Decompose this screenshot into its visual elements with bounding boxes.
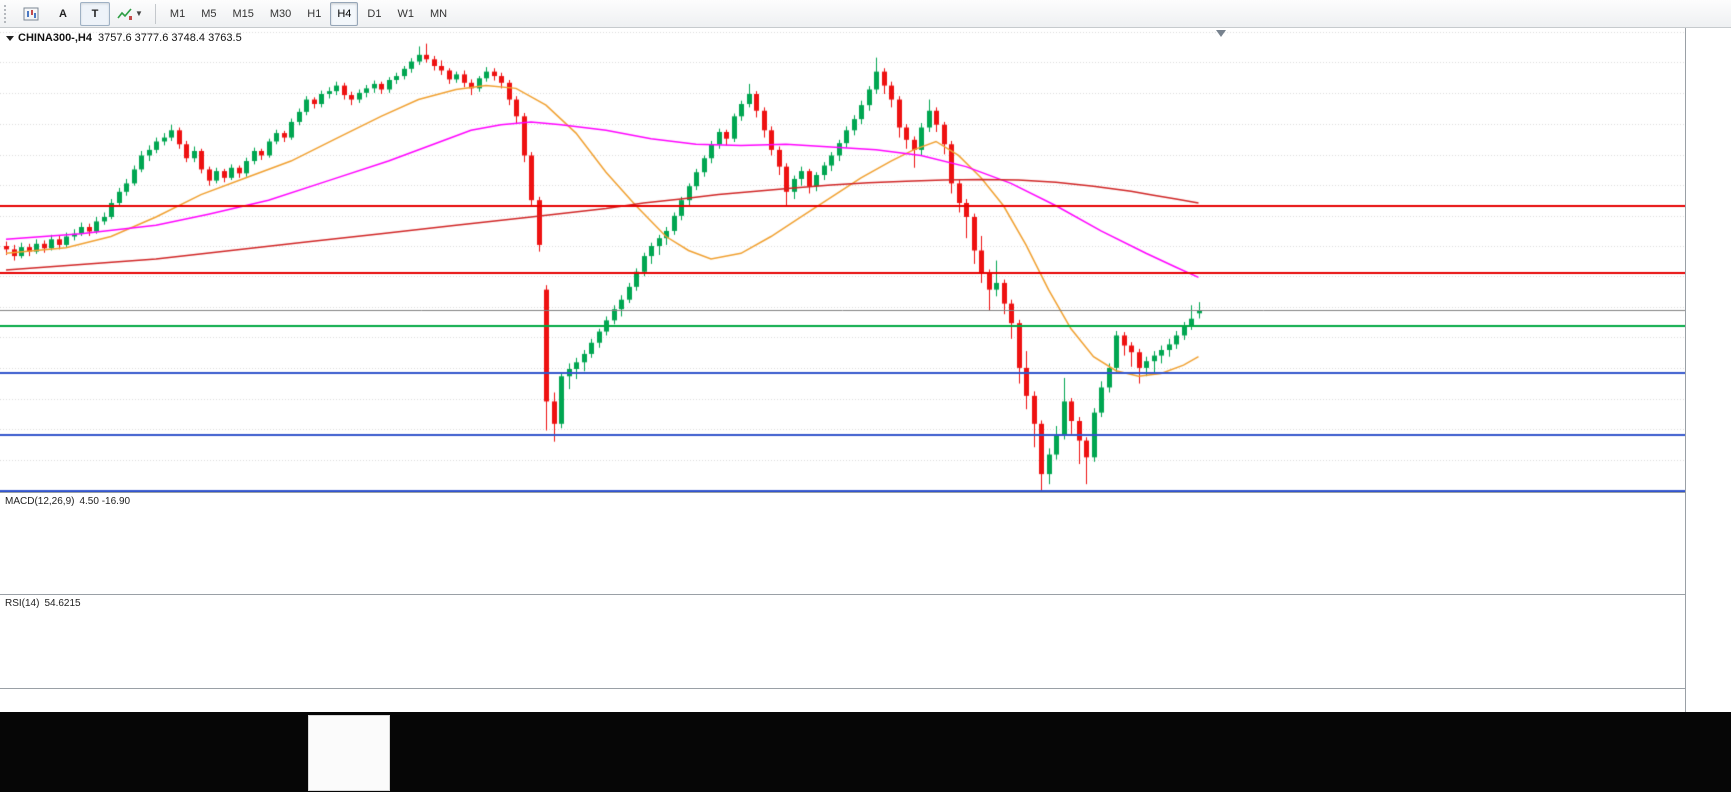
indicators-button[interactable]: ▼ <box>112 2 148 26</box>
macd-title: MACD(12,26,9) <box>5 496 75 507</box>
toolbar-drag-handle[interactable] <box>4 4 10 23</box>
cursor-a-button[interactable]: A <box>59 7 67 20</box>
indicators-icon <box>117 7 133 21</box>
timeframe-button-m30[interactable]: M30 <box>269 7 292 20</box>
chart-region: CHINA300-,H4 3757.6 3777.6 3748.4 3763.5… <box>0 28 1731 712</box>
chart-title-line: CHINA300-,H4 3757.6 3777.6 3748.4 3763.5 <box>6 32 242 44</box>
macd-label-line: MACD(12,26,9) 4.50 -16.90 <box>5 496 135 507</box>
rsi-title: RSI(14) <box>5 598 40 609</box>
right-shift-marker-icon[interactable] <box>1216 30 1226 37</box>
chevron-down-icon: ▼ <box>135 9 143 18</box>
macd-values: 4.50 -16.90 <box>79 496 131 507</box>
panel-splitter-macd[interactable] <box>0 492 1731 493</box>
rsi-value: 54.6215 <box>44 598 81 609</box>
timeframe-button-m1[interactable]: M1 <box>169 7 186 20</box>
price-axis-border <box>1685 28 1686 712</box>
timeframe-button-d1[interactable]: D1 <box>367 7 382 20</box>
toolbar-divider <box>154 3 156 24</box>
timeframe-button-w1[interactable]: W1 <box>397 7 414 20</box>
time-axis[interactable] <box>0 689 1685 712</box>
macd-indicator-canvas[interactable] <box>0 493 1685 594</box>
taskbar-white-panel[interactable] <box>308 715 390 791</box>
ohlc-values: 3757.6 3777.6 3748.4 3763.5 <box>97 32 242 44</box>
text-tool-button[interactable]: T <box>80 1 110 26</box>
panel-splitter-timeaxis <box>0 688 1731 689</box>
timeframe-button-h4[interactable]: H4 <box>330 1 359 26</box>
timeframe-button-m5[interactable]: M5 <box>201 7 217 20</box>
price-chart-canvas[interactable] <box>0 28 1685 492</box>
panel-splitter-rsi[interactable] <box>0 594 1731 595</box>
toolbar: A T ▼ M1 M5 M15 M30 H1 H4 D1 W1 MN <box>0 0 1731 28</box>
timeframe-button-h1[interactable]: H1 <box>307 7 322 20</box>
taskbar[interactable] <box>0 712 1731 792</box>
rsi-label-line: RSI(14) 54.6215 <box>5 598 86 609</box>
chart-type-button[interactable] <box>16 2 46 26</box>
price-axis-column[interactable] <box>1686 28 1731 712</box>
timeframe-group: M1 M5 M15 M30 H1 H4 D1 W1 MN <box>162 1 455 26</box>
timeframe-button-m15[interactable]: M15 <box>232 7 254 20</box>
rsi-indicator-canvas[interactable] <box>0 595 1685 688</box>
chart-icon <box>23 7 39 21</box>
one-click-trading-arrow-icon[interactable] <box>6 35 14 41</box>
symbol-title: CHINA300-,H4 <box>18 32 92 44</box>
timeframe-button-mn[interactable]: MN <box>429 7 448 20</box>
